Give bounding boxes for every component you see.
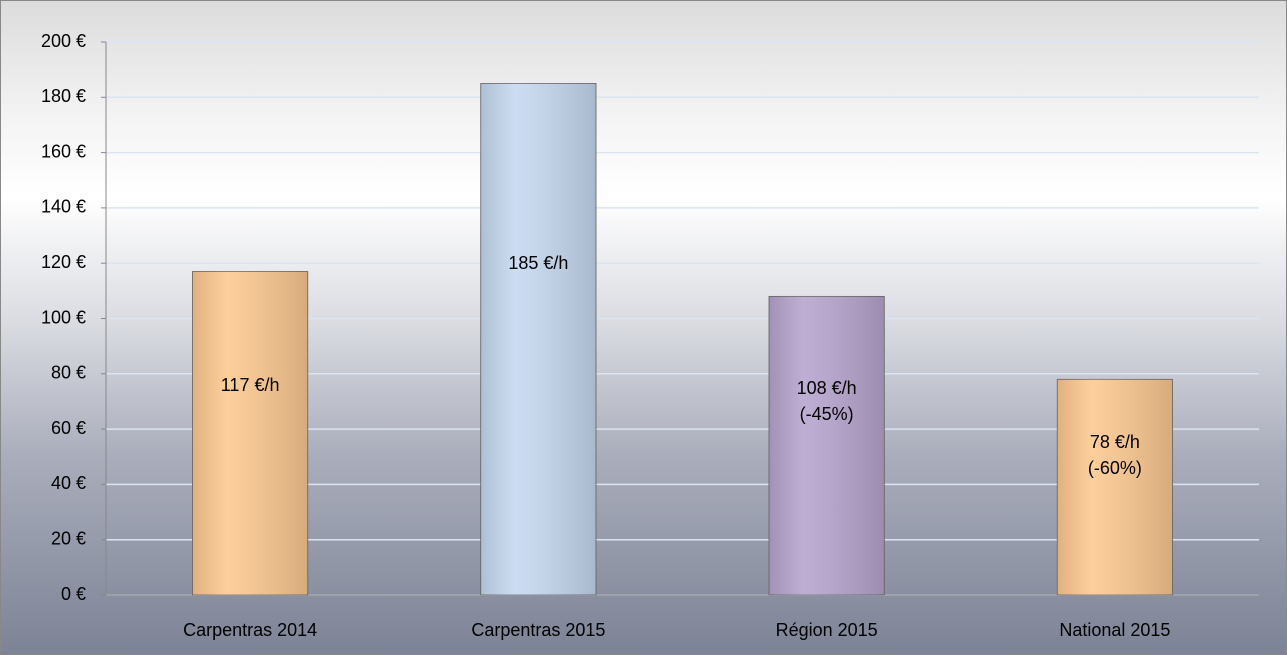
- x-tick-label: Région 2015: [776, 620, 878, 640]
- y-tick-label: 0 €: [61, 584, 86, 604]
- bar-shade: [480, 83, 597, 595]
- x-tick-label: National 2015: [1059, 620, 1170, 640]
- y-tick-label: 120 €: [41, 252, 86, 272]
- y-tick-label: 40 €: [51, 473, 86, 493]
- bar-shade: [192, 271, 308, 595]
- x-tick-label: Carpentras 2014: [183, 620, 317, 640]
- value-label: 108 €/h (-45%): [796, 377, 857, 424]
- y-tick-label: 180 €: [41, 86, 86, 106]
- x-tick-label: Carpentras 2015: [471, 620, 605, 640]
- y-tick-label: 160 €: [41, 141, 86, 161]
- value-label: 78 €/h (-60%): [1087, 431, 1142, 478]
- y-tick-label: 100 €: [41, 307, 86, 327]
- value-label: 117 €/h: [220, 374, 280, 395]
- bar-shade: [1057, 379, 1173, 595]
- y-tick-label: 200 €: [41, 31, 86, 51]
- y-tick-label: 140 €: [41, 197, 86, 217]
- bar-shade: [768, 296, 885, 595]
- y-tick-label: 60 €: [51, 418, 86, 438]
- y-tick-label: 20 €: [51, 528, 86, 548]
- value-label: 185 €/h: [508, 252, 569, 273]
- y-tick-label: 80 €: [51, 363, 86, 383]
